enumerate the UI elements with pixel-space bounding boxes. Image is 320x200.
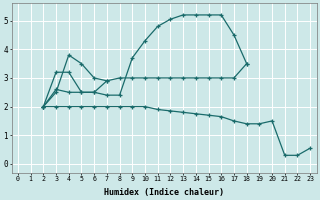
X-axis label: Humidex (Indice chaleur): Humidex (Indice chaleur): [104, 188, 224, 197]
